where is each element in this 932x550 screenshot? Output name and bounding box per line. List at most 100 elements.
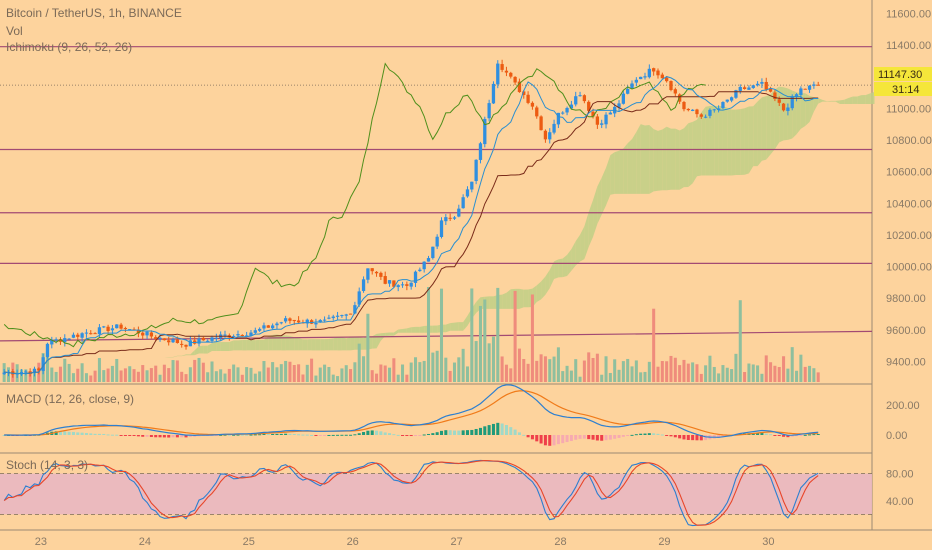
macd-histogram-bar xyxy=(470,429,474,435)
cloud-segment xyxy=(541,276,546,300)
macd-histogram-bar xyxy=(509,427,513,435)
volume-bar xyxy=(357,343,361,382)
cloud-segment xyxy=(813,97,819,112)
candle-body xyxy=(180,343,184,345)
kijun-sen xyxy=(4,91,819,374)
candle-body xyxy=(439,220,444,237)
candle xyxy=(115,324,119,329)
macd-histogram-bar xyxy=(799,435,803,436)
candle-body xyxy=(67,338,71,340)
macd-histogram-bar xyxy=(717,435,721,438)
volume-bar xyxy=(58,366,62,382)
volume-bar xyxy=(201,362,205,382)
cloud-segment xyxy=(224,342,230,352)
macd-histogram-bar xyxy=(2,435,6,436)
candle-body xyxy=(158,337,162,339)
macd-histogram-bar xyxy=(639,433,643,435)
cloud-segment xyxy=(220,342,225,352)
time-tick-label: 25 xyxy=(243,536,255,548)
candle xyxy=(106,324,110,335)
macd-histogram-bar xyxy=(383,432,387,435)
volume-bar xyxy=(227,368,231,382)
candle xyxy=(396,284,400,292)
candle-body xyxy=(15,373,19,375)
cloud-segment xyxy=(411,326,416,333)
macd-histogram-bar xyxy=(465,430,469,435)
cloud-segment xyxy=(402,328,407,333)
candle xyxy=(413,270,418,288)
candle-body xyxy=(188,340,193,347)
cloud-segment xyxy=(285,335,290,351)
macd-histogram-bar xyxy=(115,434,119,436)
candle xyxy=(630,80,634,89)
volume-bar xyxy=(67,363,71,382)
cloud-segment xyxy=(731,109,736,176)
volume-bar xyxy=(539,354,543,382)
candle-body xyxy=(93,333,97,335)
volume-bar xyxy=(656,366,660,382)
volume-bar xyxy=(271,362,275,382)
macd-histogram-bar xyxy=(526,435,530,438)
macd-histogram-bar xyxy=(288,433,292,435)
candle xyxy=(539,115,543,131)
volume-bar xyxy=(652,308,656,382)
macd-histogram-bar xyxy=(626,435,630,436)
macd-histogram-bar xyxy=(786,435,790,438)
macd-histogram-bar xyxy=(93,433,97,435)
macd-histogram-bar xyxy=(396,434,400,436)
candle xyxy=(309,319,314,325)
macd-histogram-bar xyxy=(167,435,171,438)
macd-histogram-bar xyxy=(353,434,357,436)
volume-bar xyxy=(310,358,314,382)
candle xyxy=(435,234,439,250)
last-price-value: 11147.30 xyxy=(878,69,922,81)
macd-histogram-bar xyxy=(123,435,127,436)
volume-bar xyxy=(379,364,383,382)
macd-histogram-bar xyxy=(327,434,331,436)
candle xyxy=(595,113,600,129)
candle xyxy=(786,103,790,116)
macd-histogram-bar xyxy=(249,434,253,436)
macd-histogram-bar xyxy=(401,435,405,436)
candle xyxy=(461,194,465,209)
macd-histogram-bar xyxy=(171,435,175,438)
candle xyxy=(80,332,84,343)
candle-body xyxy=(266,325,270,328)
volume-bar xyxy=(600,374,604,382)
candle xyxy=(617,100,621,112)
candle-body xyxy=(729,97,734,101)
macd-histogram-bar xyxy=(461,430,465,435)
stoch-d-line xyxy=(3,460,819,526)
candle xyxy=(552,119,556,135)
volume-bar xyxy=(331,374,335,382)
candle xyxy=(236,330,240,337)
macd-histogram-bar xyxy=(375,430,379,435)
candle-body xyxy=(45,343,50,357)
candle-body xyxy=(799,88,803,95)
volume-bar xyxy=(630,366,634,382)
volume-bar xyxy=(786,368,790,382)
volume-bar xyxy=(362,356,366,382)
candle xyxy=(747,85,751,90)
candle xyxy=(604,112,608,129)
candle xyxy=(296,316,301,324)
macd-histogram-bar xyxy=(149,435,153,438)
candle xyxy=(283,315,288,324)
volume-bar xyxy=(816,372,820,382)
volume-bar xyxy=(769,362,773,382)
candle xyxy=(673,87,677,97)
macd-histogram-bar xyxy=(764,433,768,435)
volume-bar xyxy=(288,361,292,382)
candle-body xyxy=(721,102,725,109)
candle xyxy=(327,314,331,320)
cloud-segment xyxy=(818,98,823,104)
volume-bar xyxy=(266,367,270,382)
macd-histogram-bar xyxy=(219,434,223,436)
candle xyxy=(71,332,76,339)
candle-body xyxy=(556,112,561,125)
candle xyxy=(340,314,344,318)
volume-bar xyxy=(565,365,569,382)
candle-body xyxy=(643,76,647,78)
candle xyxy=(773,90,777,102)
